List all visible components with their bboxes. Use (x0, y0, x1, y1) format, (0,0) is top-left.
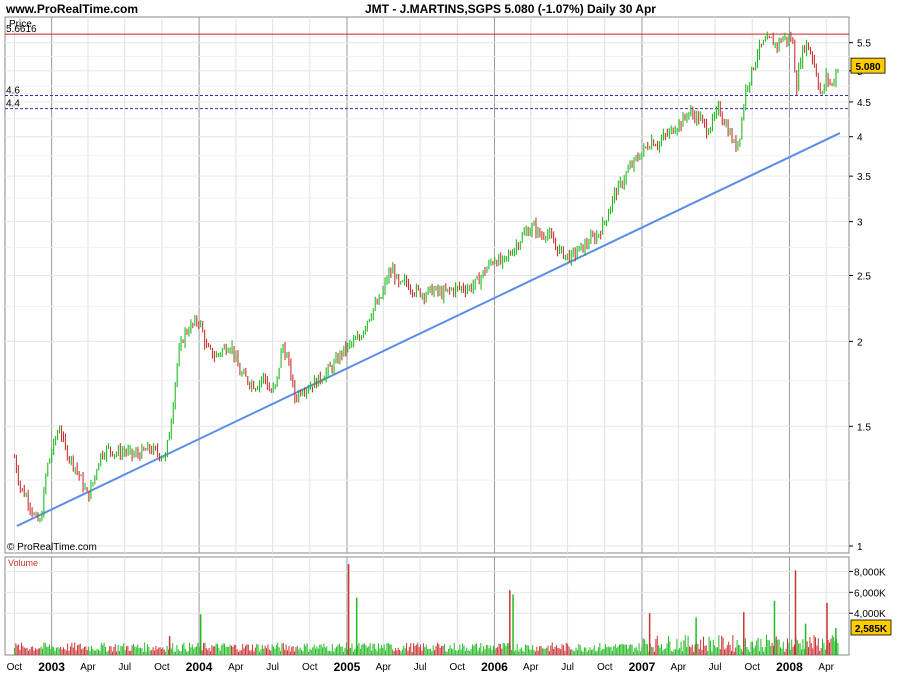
x-tick-label: Apr (80, 662, 96, 673)
copyright-label: © ProRealTime.com (7, 542, 97, 553)
volume-y-tick-label: 8,000K (854, 567, 886, 578)
price-y-tick-label: 5.5 (857, 39, 871, 50)
level-label: 4.6 (6, 85, 20, 96)
x-tick-label: 2003 (38, 660, 65, 674)
price-y-tick-label: 4 (857, 133, 863, 144)
volume-y-tick-label: 4,000K (854, 609, 886, 620)
x-tick-label: Jul (266, 662, 279, 673)
x-tick-label: Apr (376, 662, 392, 673)
x-tick-label: Oct (597, 662, 613, 673)
volume-panel-frame (4, 556, 850, 656)
price-y-tick-label: 1 (857, 542, 863, 553)
x-tick-label: Jul (561, 662, 574, 673)
x-tick-label: 2007 (629, 660, 656, 674)
x-tick-label: 2008 (776, 660, 803, 674)
price-y-tick-label: 2 (857, 337, 863, 348)
x-tick-label: Oct (450, 662, 466, 673)
x-tick-label: Oct (302, 662, 318, 673)
volume-panel-label: Volume (8, 558, 38, 568)
price-y-tick-label: 4.5 (857, 98, 871, 109)
price-y-tick-label: 3 (857, 218, 863, 229)
x-tick-label: Jul (414, 662, 427, 673)
x-tick-label: Apr (523, 662, 539, 673)
x-tick-label: Oct (7, 662, 23, 673)
site-title: www.ProRealTime.com (6, 2, 139, 16)
x-tick-label: Apr (671, 662, 687, 673)
x-tick-label: Oct (154, 662, 170, 673)
price-panel-label: Price (9, 19, 32, 30)
volume-bars (13, 564, 839, 655)
price-y-tick-label: 1.5 (857, 422, 871, 433)
x-tick-label: Apr (228, 662, 244, 673)
trendline (16, 132, 841, 527)
price-panel-frame (4, 16, 850, 554)
last-volume-badge (850, 619, 892, 636)
level-label: 4.4 (6, 99, 20, 110)
price-y-tick-label: 2.5 (857, 271, 871, 282)
x-tick-label: Jul (709, 662, 722, 673)
last-price-badge (850, 57, 886, 74)
volume-y-tick-label: 6,000K (854, 588, 886, 599)
last-volume-value: 2,585K (855, 624, 888, 635)
level-label: 5.6616 (6, 24, 37, 35)
price-y-tick-label: 3.5 (857, 172, 871, 183)
x-tick-label: 2005 (334, 660, 361, 674)
x-tick-label: Oct (744, 662, 760, 673)
chart-title: JMT - J.MARTINS,SGPS 5.080 (-1.07%) Dail… (365, 2, 656, 16)
x-tick-label: Apr (818, 662, 834, 673)
x-tick-label: Jul (118, 662, 131, 673)
x-tick-label: 2006 (481, 660, 508, 674)
price-candles (13, 31, 839, 523)
last-price-value: 5.080 (855, 62, 880, 73)
x-tick-label: 2004 (186, 660, 213, 674)
